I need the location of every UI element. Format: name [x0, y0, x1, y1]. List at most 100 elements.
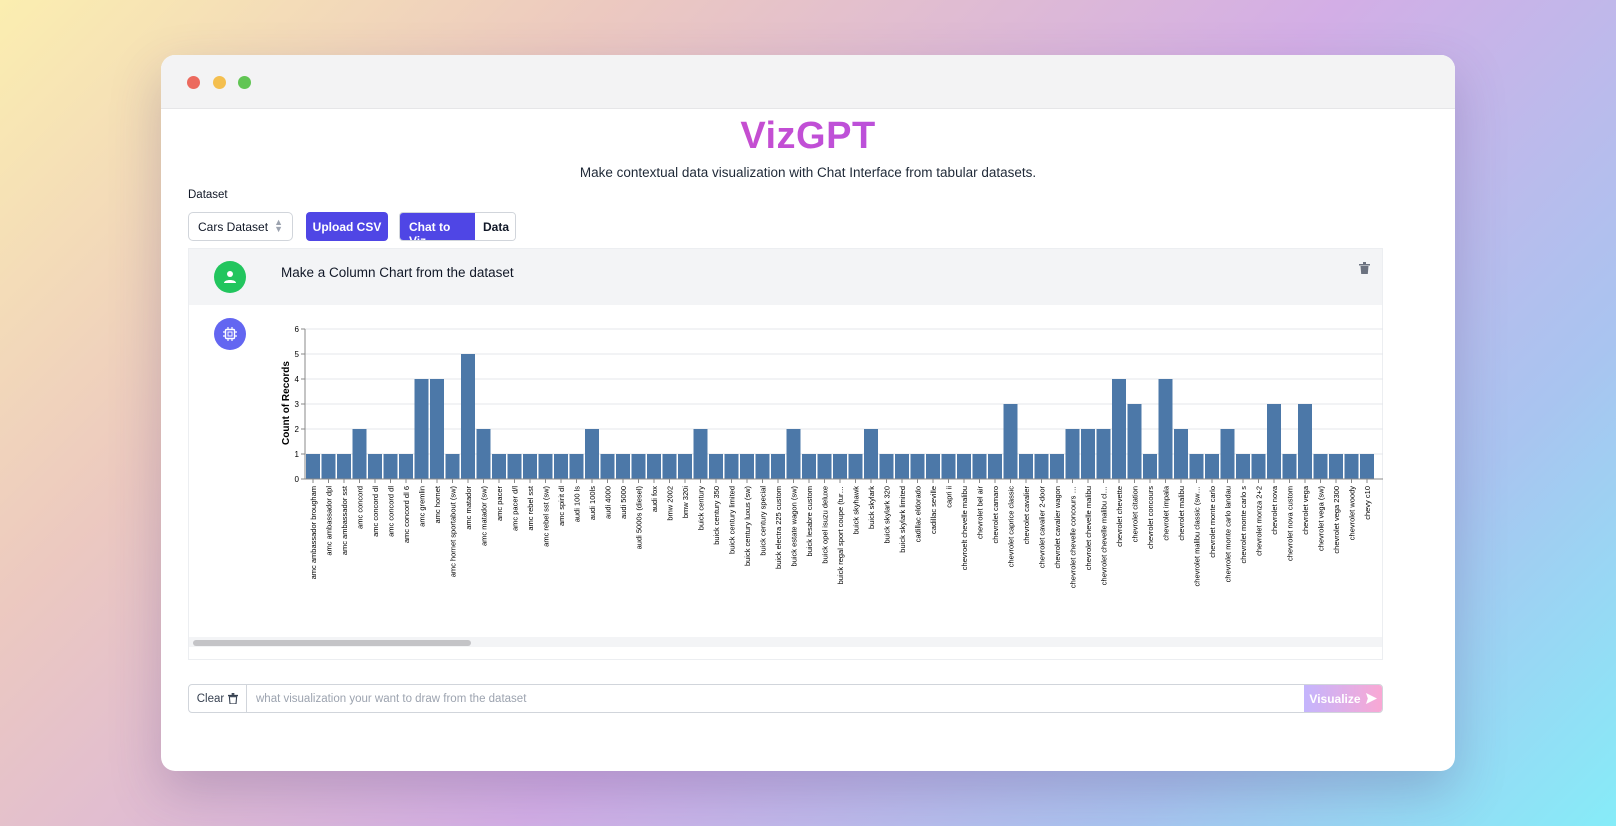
bar[interactable]: [538, 454, 553, 479]
bar[interactable]: [879, 454, 894, 479]
prompt-input[interactable]: [247, 685, 1304, 712]
x-tick-label: chevrolet citation: [1131, 486, 1140, 542]
bar[interactable]: [337, 454, 351, 479]
bar[interactable]: [941, 454, 956, 479]
bar[interactable]: [1344, 454, 1359, 479]
bar[interactable]: [476, 429, 491, 479]
bar[interactable]: [1034, 454, 1049, 479]
upload-csv-button[interactable]: Upload CSV: [306, 212, 388, 241]
bar[interactable]: [1220, 429, 1235, 479]
bar[interactable]: [771, 454, 785, 479]
chart-scrollbar-track[interactable]: [189, 637, 1382, 647]
bar[interactable]: [507, 454, 522, 479]
app-logo-title: VizGPT: [161, 115, 1455, 158]
user-message-row: Make a Column Chart from the dataset: [189, 249, 1382, 305]
bar[interactable]: [1096, 429, 1111, 479]
bar[interactable]: [321, 454, 336, 479]
bar[interactable]: [693, 429, 708, 479]
bar[interactable]: [1003, 404, 1018, 479]
bar[interactable]: [895, 454, 909, 479]
bar[interactable]: [352, 429, 367, 479]
bar[interactable]: [1050, 454, 1064, 479]
bar[interactable]: [1112, 379, 1126, 479]
bar[interactable]: [1282, 454, 1297, 479]
bar[interactable]: [368, 454, 382, 479]
bar[interactable]: [414, 379, 429, 479]
maximize-window-button[interactable]: [238, 76, 251, 89]
bar[interactable]: [740, 454, 754, 479]
bar[interactable]: [569, 454, 584, 479]
x-tick-label: amc concord dl 6: [402, 486, 411, 543]
close-window-button[interactable]: [187, 76, 200, 89]
bar[interactable]: [1158, 379, 1173, 479]
delete-message-button[interactable]: [1359, 261, 1370, 279]
bar[interactable]: [1329, 454, 1343, 479]
bar[interactable]: [600, 454, 615, 479]
user-icon: [224, 271, 236, 283]
bar[interactable]: [833, 454, 847, 479]
bar[interactable]: [957, 454, 971, 479]
x-tick-label: amc pacer: [495, 485, 504, 521]
bar[interactable]: [445, 454, 460, 479]
chat-area: Make a Column Chart from the dataset 0 1 2…: [188, 248, 1383, 660]
x-tick-label: audi 5000s (diesel): [635, 485, 644, 549]
bar[interactable]: [1174, 429, 1188, 479]
bar[interactable]: [461, 354, 475, 479]
bar[interactable]: [802, 454, 816, 479]
bar[interactable]: [1019, 454, 1033, 479]
bar[interactable]: [647, 454, 661, 479]
chart-scrollbar-thumb[interactable]: [193, 640, 471, 646]
minimize-window-button[interactable]: [213, 76, 226, 89]
bar[interactable]: [1189, 454, 1204, 479]
bar[interactable]: [910, 454, 925, 479]
bar[interactable]: [383, 454, 398, 479]
bar[interactable]: [1251, 454, 1266, 479]
bar[interactable]: [1236, 454, 1250, 479]
bar[interactable]: [662, 454, 677, 479]
x-tick-label: bmw 320i: [681, 486, 690, 518]
bar[interactable]: [631, 454, 646, 479]
y-tick-label: 4: [295, 375, 300, 384]
dataset-select[interactable]: Cars Dataset ▲ ▼: [188, 212, 293, 241]
bar[interactable]: [616, 454, 630, 479]
bar[interactable]: [724, 454, 739, 479]
bar[interactable]: [492, 454, 506, 479]
bar[interactable]: [755, 454, 770, 479]
x-tick-label: audi 5000: [619, 486, 628, 519]
tab-chat-to-viz[interactable]: Chat to Viz: [400, 213, 475, 240]
x-tick-label: chevroelt chevelle malibu: [960, 486, 969, 570]
bar[interactable]: [817, 454, 832, 479]
bar[interactable]: [848, 454, 863, 479]
bar[interactable]: [786, 429, 801, 479]
bar[interactable]: [926, 454, 940, 479]
bar[interactable]: [1205, 454, 1219, 479]
bar[interactable]: [1065, 429, 1080, 479]
bar[interactable]: [1127, 404, 1142, 479]
bar[interactable]: [399, 454, 413, 479]
dataset-label: Dataset: [188, 189, 228, 201]
bar[interactable]: [306, 454, 320, 479]
bar[interactable]: [585, 429, 599, 479]
clear-button[interactable]: Clear: [189, 685, 247, 712]
bar[interactable]: [1081, 429, 1095, 479]
bar[interactable]: [554, 454, 568, 479]
dataset-select-value: Cars Dataset: [198, 220, 269, 234]
bar[interactable]: [1267, 404, 1281, 479]
bar[interactable]: [972, 454, 987, 479]
x-tick-label: chevrolet concours: [1146, 486, 1155, 549]
bar[interactable]: [1298, 404, 1312, 479]
x-tick-label: amc ambassador brougham: [309, 486, 318, 579]
bar[interactable]: [1143, 454, 1157, 479]
bar[interactable]: [1360, 454, 1374, 479]
bar[interactable]: [430, 379, 444, 479]
user-message-text: Make a Column Chart from the dataset: [281, 265, 514, 280]
bar[interactable]: [709, 454, 723, 479]
bar[interactable]: [678, 454, 692, 479]
bar[interactable]: [988, 454, 1002, 479]
visualize-button[interactable]: Visualize: [1304, 685, 1382, 712]
x-tick-label: buick century luxus (sw): [743, 486, 752, 567]
bar[interactable]: [1313, 454, 1328, 479]
tab-data[interactable]: Data: [475, 213, 515, 240]
bar[interactable]: [523, 454, 537, 479]
bar[interactable]: [864, 429, 878, 479]
